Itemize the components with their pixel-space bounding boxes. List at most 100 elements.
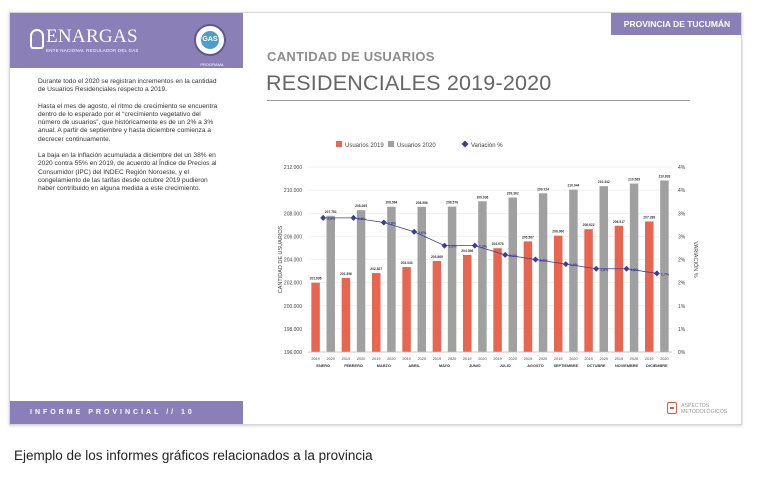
x-year-label: 2019 [584,357,592,361]
x-year-label: 2019 [342,357,350,361]
bar-2020 [538,193,548,352]
bar-2020 [447,206,457,352]
sidebar-description: Durante todo el 2020 se registran increm… [38,78,218,202]
x-year-label: 2019 [433,357,441,361]
variation-point [593,265,600,272]
variation-point [532,256,539,263]
sidebar-header: ENARGAS ENTE NACIONAL REGULADOR DEL GAS … [10,13,243,68]
y-tick-label: 204.000 [284,258,302,264]
bar-2019 [645,221,654,352]
legend-label: Usuarios 2020 [397,143,436,149]
bar-2019 [372,273,381,352]
bar-2020-label: 210.044 [567,184,579,188]
x-year-label: 2020 [418,357,426,361]
sidebar: ENARGAS ENTE NACIONAL REGULADOR DEL GAS … [10,13,243,424]
legend-swatch [388,141,394,147]
y-tick-label: 212.000 [284,165,302,171]
aspectos-label: ASPECTOS METODOLÓGICOS [681,403,728,415]
y-tick-label: 208.000 [284,211,302,217]
x-year-label: 2020 [630,357,638,361]
y2-tick-label: 4% [678,165,686,171]
x-month-label: DICIEMBRE [646,364,668,368]
y2-tick-label: 1% [678,327,686,333]
bar-2020 [569,189,578,352]
x-month-label: AGOSTO [527,364,543,368]
y-axis-title: CANTIDAD DE USUARIOS [278,225,284,293]
variation-label: 2,6% [418,231,427,235]
enargas-logo-icon [30,29,44,49]
bar-2020-label: 207.781 [325,210,337,214]
y2-axis-title: VARIACIÓN % [692,241,699,277]
variation-point [320,214,327,221]
bar-2019-label: 204.976 [492,242,504,246]
x-year-label: 2019 [402,357,410,361]
footer-label: INFORME PROVINCIAL // 10 [30,409,195,416]
variation-point [471,242,478,249]
bar-2019-label: 207.288 [643,215,655,219]
bar-2020-label: 210.342 [598,180,610,184]
report-slide: ENARGAS ENTE NACIONAL REGULADOR DEL GAS … [9,12,742,425]
bar-2019-label: 201.996 [310,277,322,281]
x-month-label: OCTUBRE [587,364,606,368]
variation-point [380,219,387,226]
bar-2020 [508,197,517,352]
bar-2019-label: 202.827 [370,267,382,271]
logo-subtext: ENTE NACIONAL REGULADOR DEL GAS [46,48,139,53]
y2-tick-label: 4% [678,188,686,194]
variation-point [623,265,630,272]
x-year-label: 2020 [539,357,547,361]
bar-2020 [387,206,396,352]
x-year-label: 2020 [448,357,456,361]
variation-label: 2,3% [479,245,488,249]
variation-label: 1,7% [661,272,670,276]
bar-2019-label: 206.917 [613,220,625,224]
bar-2019 [523,241,533,352]
x-year-label: 2020 [478,357,486,361]
bar-2020-label: 210.569 [628,178,640,182]
badge-caption: PROGRAMA [200,62,224,67]
legend-label: Usuarios 2019 [345,143,384,149]
bar-2019 [402,267,411,352]
variation-point [411,228,418,235]
x-year-label: 2020 [660,357,668,361]
y-tick-label: 200.000 [284,304,302,310]
y2-tick-label: 2% [678,281,686,287]
bar-2019-label: 205.567 [522,235,534,239]
y2-tick-label: 3% [678,211,686,217]
figure-caption: Ejemplo de los informes gráficos relacio… [14,448,373,463]
variation-label: 2,9% [358,217,367,221]
bar-2019-label: 204.396 [461,249,473,253]
y-tick-label: 202.000 [284,281,302,287]
x-year-label: 2019 [311,357,319,361]
y2-tick-label: 3% [678,234,686,240]
bar-2020-label: 208.576 [446,201,458,205]
bar-2020-label: 208.564 [385,201,397,205]
users-chart: Usuarios 2019 Usuarios 2020 Variación % 196… [278,140,699,368]
x-month-label: SEPTIEMBRE [553,364,578,368]
bar-2019 [493,248,502,352]
y-tick-label: 196.000 [284,350,302,356]
y-tick-label: 206.000 [284,234,302,240]
variation-point [562,261,569,268]
x-month-label: MAYO [439,364,450,368]
x-month-label: MARZO [377,364,391,368]
bar-2019 [463,254,472,352]
bar-2019-label: 206.622 [583,223,595,227]
badge-text: GAS [201,31,219,49]
x-year-label: 2019 [645,357,653,361]
y-tick-label: 198.000 [284,327,302,333]
variation-label: 2,0% [540,259,549,263]
x-year-label: 2019 [554,357,562,361]
x-year-label: 2020 [569,357,577,361]
title-divider [267,100,690,101]
province-tab: PROVINCIA DE TUCUMÁN [611,13,741,35]
page-title: RESIDENCIALES 2019-2020 [266,71,552,95]
variation-label: 2,1% [509,254,518,258]
bar-2020-label: 208.265 [355,204,367,208]
x-year-label: 2020 [387,357,395,361]
x-month-label: FEBRERO [344,364,363,368]
bar-2020-label: 209.724 [537,187,549,191]
bar-2020-label: 209.036 [476,195,488,199]
variation-label: 1,8% [600,268,609,272]
